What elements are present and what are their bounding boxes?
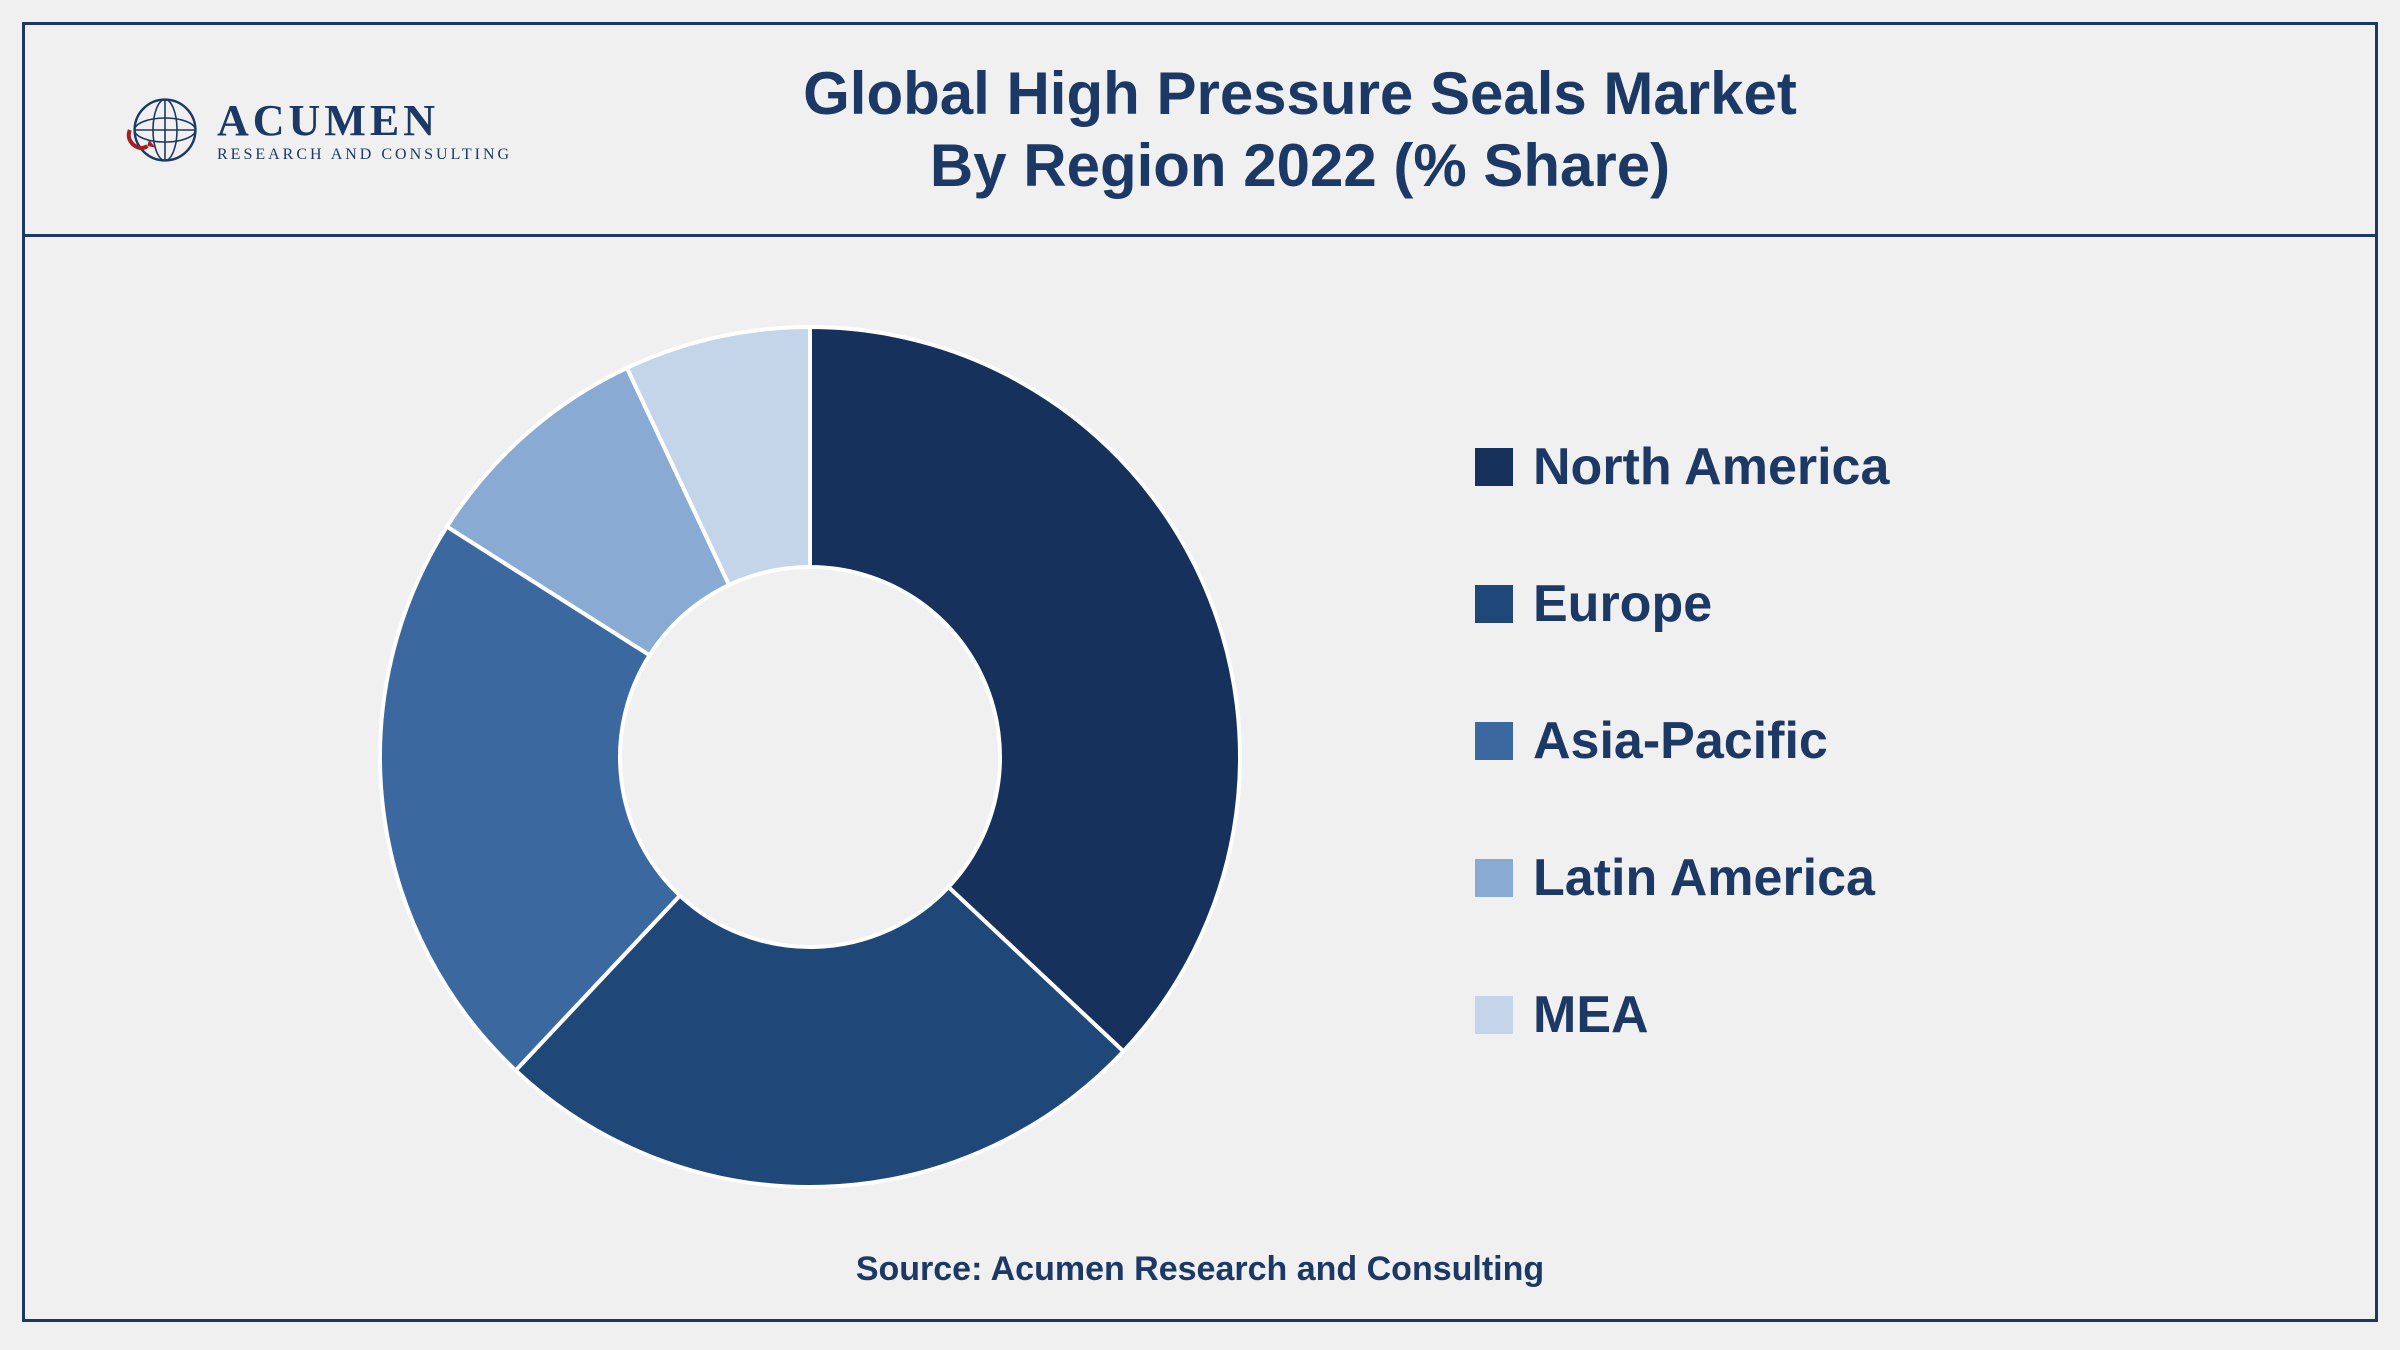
legend-swatch <box>1475 859 1513 897</box>
title-line-1: Global High Pressure Seals Market <box>250 58 2350 130</box>
legend-label: North America <box>1533 437 1889 497</box>
legend: North America Europe Asia-Pacific Latin Ame… <box>1475 437 1889 1045</box>
legend-item: Asia-Pacific <box>1475 711 1889 771</box>
source-text: Source: Acumen Research and Consulting <box>25 1250 2375 1289</box>
legend-swatch <box>1475 722 1513 760</box>
logo-tagline: RESEARCH AND CONSULTING <box>217 146 512 164</box>
legend-label: Europe <box>1533 574 1712 634</box>
legend-swatch <box>1475 996 1513 1034</box>
legend-item: North America <box>1475 437 1889 497</box>
title-line-2: By Region 2022 (% Share) <box>250 130 2350 202</box>
legend-label: Asia-Pacific <box>1533 711 1828 771</box>
donut-chart <box>360 287 1260 1227</box>
legend-item: Latin America <box>1475 848 1889 908</box>
legend-swatch <box>1475 448 1513 486</box>
legend-item: MEA <box>1475 985 1889 1045</box>
legend-label: Latin America <box>1533 848 1875 908</box>
chart-panel: North America Europe Asia-Pacific Latin Ame… <box>22 237 2378 1322</box>
logo-name: ACUMEN <box>217 95 512 146</box>
globe-icon <box>125 90 205 170</box>
logo-text: ACUMEN RESEARCH AND CONSULTING <box>217 95 512 164</box>
legend-swatch <box>1475 585 1513 623</box>
legend-item: Europe <box>1475 574 1889 634</box>
logo: ACUMEN RESEARCH AND CONSULTING <box>125 90 512 170</box>
header-bar: ACUMEN RESEARCH AND CONSULTING Global Hi… <box>22 22 2378 237</box>
legend-label: MEA <box>1533 985 1649 1045</box>
